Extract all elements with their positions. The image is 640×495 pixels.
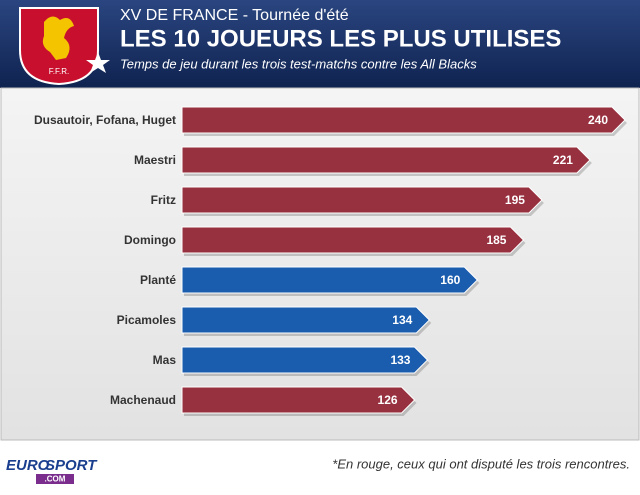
subtitle: Temps de jeu durant les trois test-match… [120,56,477,71]
footnote: *En rouge, ceux qui ont disputé les troi… [332,456,630,471]
value-label: 134 [392,313,412,327]
logo: F.F.R. [19,7,110,86]
value-label: 195 [505,193,525,207]
value-label: 126 [378,393,398,407]
bar [181,346,429,374]
category-label: Machenaud [110,393,176,407]
bar [181,106,626,134]
bar [181,386,416,414]
brand-com: .COM [45,475,66,484]
bar [181,266,479,294]
value-label: 240 [588,113,608,127]
title: LES 10 JOUEURS LES PLUS UTILISES [120,25,561,52]
category-label: Dusautoir, Fofana, Huget [34,113,176,127]
value-label: 221 [553,153,573,167]
brand-euro: EURO [6,457,50,474]
value-label: 133 [390,353,410,367]
bar [181,146,591,174]
bar [181,186,543,214]
category-label: Planté [140,273,176,287]
brand-sport: SPORT [45,457,98,474]
category-label: Picamoles [117,313,177,327]
kicker: XV DE FRANCE - Tournée d'été [120,7,349,24]
category-label: Mas [153,353,177,367]
value-label: 160 [440,273,460,287]
brand: EURO SPORT .COM [6,457,98,484]
category-label: Domingo [124,233,176,247]
category-label: Fritz [151,193,176,207]
category-label: Maestri [134,153,176,167]
logo-rooster [42,16,74,61]
value-label: 185 [486,233,506,247]
bar [181,226,525,254]
bar [181,306,431,334]
logo-star [86,52,110,73]
logo-text: F.F.R. [49,67,69,76]
header-band [0,0,640,88]
brand-bar [36,474,74,484]
